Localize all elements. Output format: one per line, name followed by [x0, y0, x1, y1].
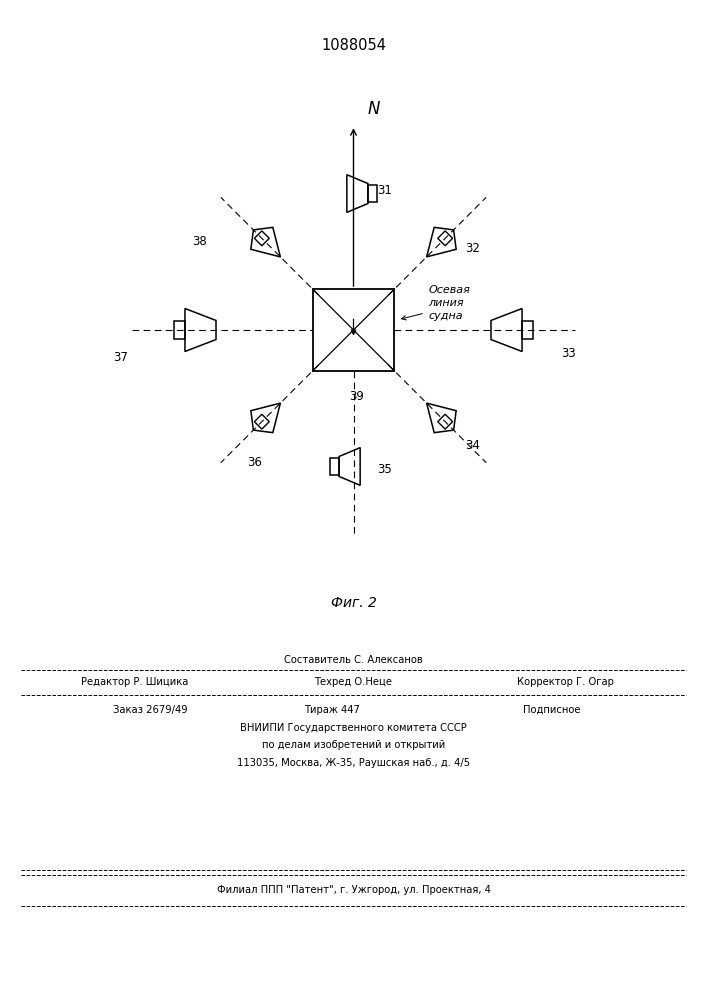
Text: 34: 34 [466, 439, 481, 452]
Text: 39: 39 [349, 390, 364, 403]
Text: Заказ 2679/49: Заказ 2679/49 [113, 705, 188, 715]
Text: N: N [367, 100, 380, 118]
Text: по делам изобретений и открытий: по делам изобретений и открытий [262, 740, 445, 750]
Text: Филиал ППП "Патент", г. Ужгород, ул. Проектная, 4: Филиал ППП "Патент", г. Ужгород, ул. Про… [216, 885, 491, 895]
Text: 33: 33 [561, 347, 576, 360]
Text: 36: 36 [247, 456, 262, 469]
Text: 31: 31 [378, 184, 392, 197]
Text: Редактор Р. Шицика: Редактор Р. Шицика [81, 677, 188, 687]
Text: Составитель С. Алексанов: Составитель С. Алексанов [284, 655, 423, 665]
Text: Корректор Г. Огар: Корректор Г. Огар [517, 677, 614, 687]
Text: 35: 35 [378, 463, 392, 476]
Text: Фиг. 2: Фиг. 2 [331, 596, 376, 610]
Text: 113035, Москва, Ж-35, Раушская наб., д. 4/5: 113035, Москва, Ж-35, Раушская наб., д. … [237, 758, 470, 768]
Text: ВНИИПИ Государственного комитета СССР: ВНИИПИ Государственного комитета СССР [240, 723, 467, 733]
Text: 38: 38 [192, 235, 207, 248]
Text: 1088054: 1088054 [321, 38, 386, 53]
Text: 37: 37 [113, 351, 129, 364]
Text: Подписное: Подписное [522, 705, 580, 715]
Text: 32: 32 [466, 242, 481, 255]
Bar [312, 289, 395, 371]
Text: Осевая
линия
судна: Осевая линия судна [428, 285, 470, 321]
Text: Тираж 447: Тираж 447 [304, 705, 361, 715]
Text: Техред О.Неце: Техред О.Неце [315, 677, 392, 687]
